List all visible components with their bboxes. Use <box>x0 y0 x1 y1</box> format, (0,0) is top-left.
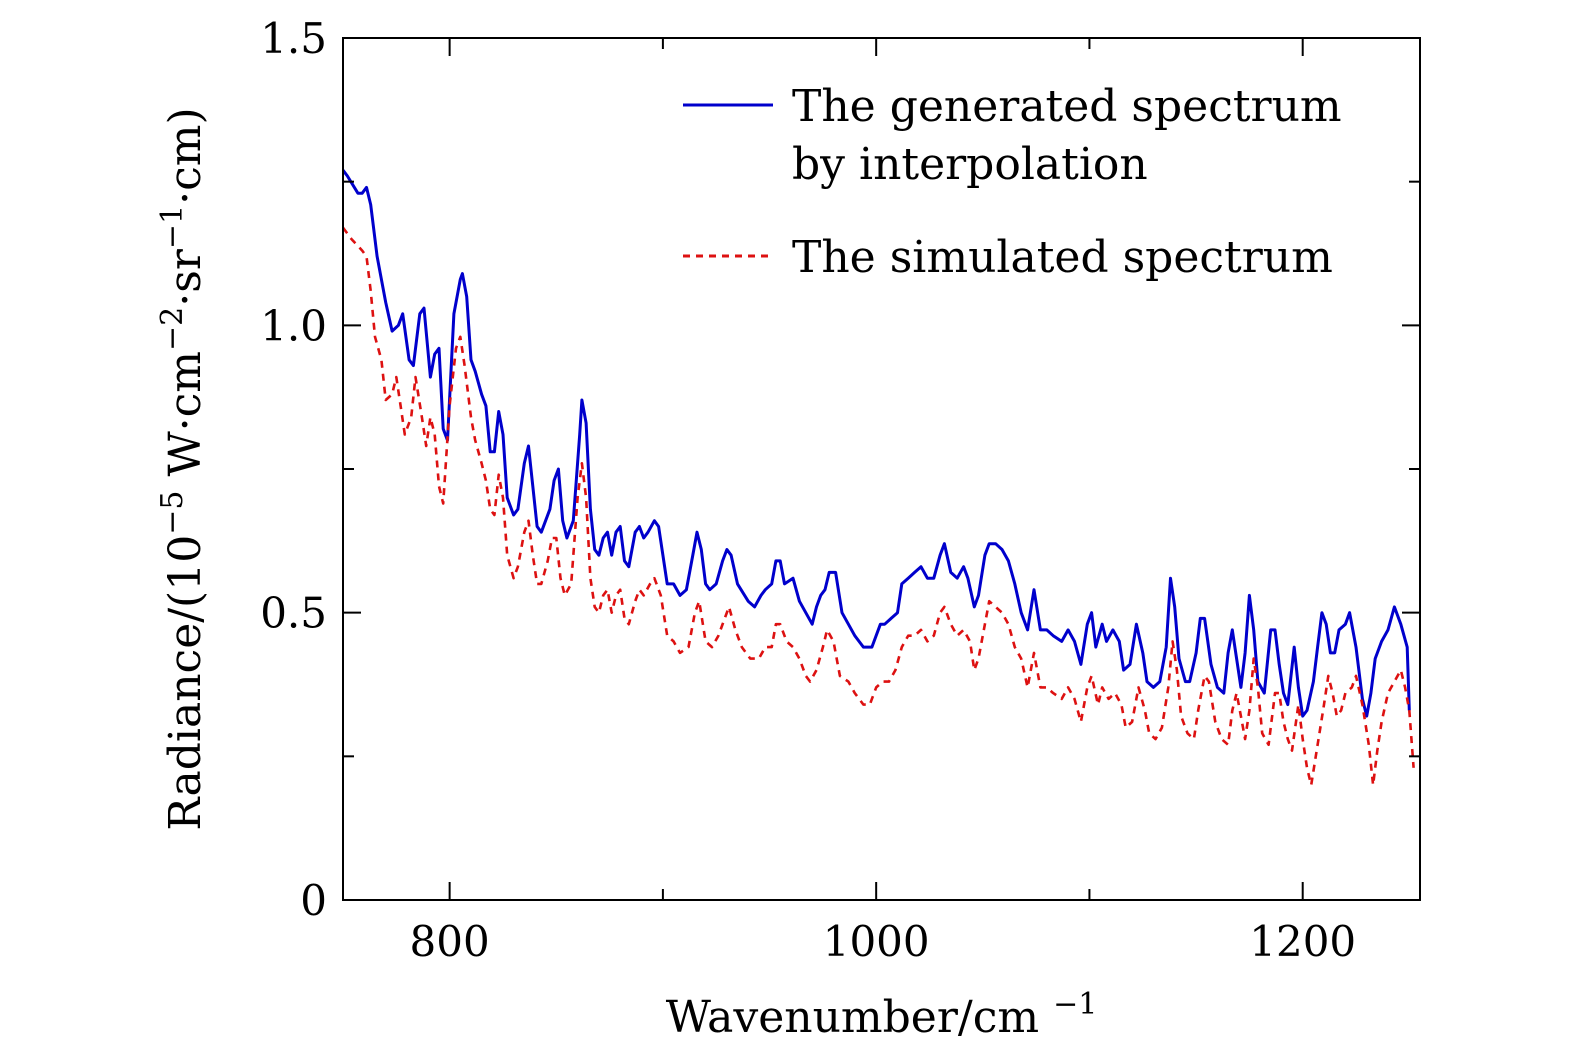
x-tick-label: 1200 <box>1249 917 1356 966</box>
x-tick-label: 800 <box>410 917 490 966</box>
x-axis-label-superscript: −1 <box>1053 987 1097 1022</box>
y-axis-label-superscript: −5 <box>155 491 190 535</box>
legend-label: The simulated spectrum <box>792 232 1333 283</box>
x-axis-label: Wavenumber/cm −1 <box>666 987 1098 1043</box>
generated-spectrum-line <box>343 169 1411 718</box>
tick-labels: 800 1000 1200 0 0.5 1.0 1.5 <box>260 14 1356 966</box>
y-tick-label: 1.5 <box>260 14 327 63</box>
plot-lines <box>343 169 1415 787</box>
y-axis-label: Radiance/(10−5 W·cm−2·sr−1·cm) <box>155 107 211 830</box>
y-axis-label-text: Radiance/(10 <box>160 535 211 831</box>
y-axis-label-text: W·cm <box>160 351 211 491</box>
y-tick-label: 1.0 <box>260 301 327 350</box>
plot-frame <box>342 37 1421 901</box>
x-axis-label-text: Wavenumber/cm <box>666 992 1039 1043</box>
y-axis-label-text: ·sr <box>160 248 211 307</box>
y-axis-label-superscript: −2 <box>155 307 190 351</box>
legend: The generated spectrum by interpolation Th… <box>683 81 1342 283</box>
simulated-spectrum-line <box>343 226 1415 787</box>
legend-label: by interpolation <box>792 139 1148 190</box>
y-axis-label-superscript: −1 <box>155 205 190 249</box>
y-axis-label-text: ·cm) <box>160 107 211 205</box>
y-tick-label: 0 <box>300 876 327 925</box>
x-tick-label: 1000 <box>823 917 930 966</box>
y-tick-label: 0.5 <box>260 589 327 638</box>
legend-label: The generated spectrum <box>792 81 1342 132</box>
